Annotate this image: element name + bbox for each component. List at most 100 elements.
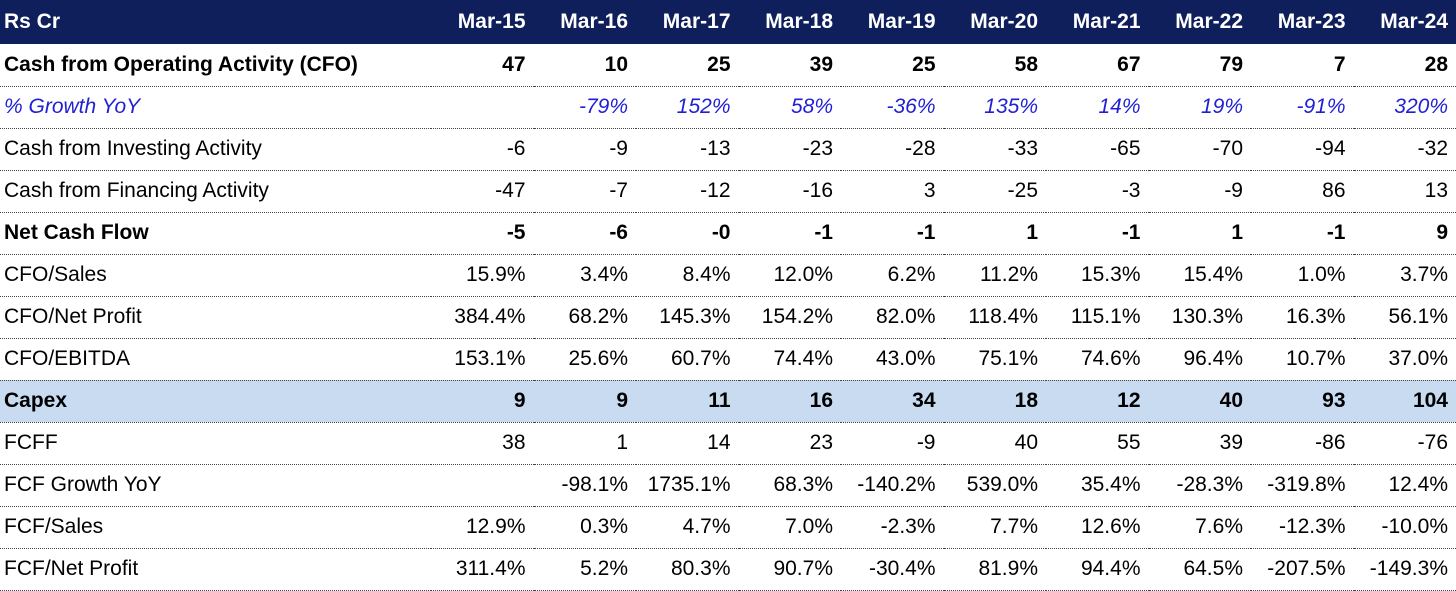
- cell: [431, 464, 534, 506]
- cell: -1: [739, 212, 842, 254]
- cell: 104: [1354, 380, 1456, 422]
- cell: -207.5%: [1251, 548, 1354, 590]
- header-year: Mar-19: [841, 0, 944, 44]
- row-label: FCF/Sales: [0, 506, 431, 548]
- cell: -1: [1046, 212, 1149, 254]
- row-label: % Growth YoY: [0, 86, 431, 128]
- cell: 81.9%: [944, 548, 1047, 590]
- row-label: Cash from Investing Activity: [0, 128, 431, 170]
- row-label: CFO/Sales: [0, 254, 431, 296]
- cell: 7: [1251, 44, 1354, 86]
- cell: 16.3%: [1251, 296, 1354, 338]
- cell: 1: [944, 212, 1047, 254]
- cell: -7: [534, 170, 637, 212]
- cell: -94: [1251, 128, 1354, 170]
- cell: 74.4%: [739, 338, 842, 380]
- cell: 12.9%: [431, 506, 534, 548]
- row-net-cash-flow: Net Cash Flow -5 -6 -0 -1 -1 1 -1 1 -1 9: [0, 212, 1456, 254]
- cell: 6.2%: [841, 254, 944, 296]
- cell: -10.0%: [1354, 506, 1456, 548]
- cell: 64.5%: [1149, 548, 1252, 590]
- cell: 311.4%: [431, 548, 534, 590]
- cell: 82.0%: [841, 296, 944, 338]
- cell: -13: [636, 128, 739, 170]
- cell: 90.7%: [739, 548, 842, 590]
- cell: 23: [739, 422, 842, 464]
- row-label: FCFF: [0, 422, 431, 464]
- cell: 86: [1251, 170, 1354, 212]
- cell: 10.7%: [1251, 338, 1354, 380]
- header-year: Mar-15: [431, 0, 534, 44]
- cell: 18: [944, 380, 1047, 422]
- cell: -9: [841, 422, 944, 464]
- cell: -1: [1251, 212, 1354, 254]
- cell: 67: [1046, 44, 1149, 86]
- row-cfo-ebitda: CFO/EBITDA 153.1% 25.6% 60.7% 74.4% 43.0…: [0, 338, 1456, 380]
- cell: 15.9%: [431, 254, 534, 296]
- cell: -30.4%: [841, 548, 944, 590]
- cell: 1735.1%: [636, 464, 739, 506]
- cell: -9: [1149, 170, 1252, 212]
- cell: 153.1%: [431, 338, 534, 380]
- cell: 12.4%: [1354, 464, 1456, 506]
- row-cfo: Cash from Operating Activity (CFO) 47 10…: [0, 44, 1456, 86]
- cell: 9: [431, 380, 534, 422]
- cell: 11.2%: [944, 254, 1047, 296]
- cell: 115.1%: [1046, 296, 1149, 338]
- cell: 75.1%: [944, 338, 1047, 380]
- cell: -149.3%: [1354, 548, 1456, 590]
- cell: -12: [636, 170, 739, 212]
- cell: 320%: [1354, 86, 1456, 128]
- row-label: Net Cash Flow: [0, 212, 431, 254]
- cell: 7.7%: [944, 506, 1047, 548]
- cell: 4.7%: [636, 506, 739, 548]
- cell: 94.4%: [1046, 548, 1149, 590]
- cell: -86: [1251, 422, 1354, 464]
- header-year: Mar-23: [1251, 0, 1354, 44]
- cell: 74.6%: [1046, 338, 1149, 380]
- cell: 34: [841, 380, 944, 422]
- cell: -28: [841, 128, 944, 170]
- cell: 145.3%: [636, 296, 739, 338]
- cell: 539.0%: [944, 464, 1047, 506]
- cell: 25.6%: [534, 338, 637, 380]
- cell: 35.4%: [1046, 464, 1149, 506]
- cell: -91%: [1251, 86, 1354, 128]
- header-year: Mar-22: [1149, 0, 1252, 44]
- cell: 9: [1354, 212, 1456, 254]
- cell: 7.0%: [739, 506, 842, 548]
- row-financing: Cash from Financing Activity -47 -7 -12 …: [0, 170, 1456, 212]
- cell: 11: [636, 380, 739, 422]
- cell: 56.1%: [1354, 296, 1456, 338]
- row-fcf-growth: FCF Growth YoY -98.1% 1735.1% 68.3% -140…: [0, 464, 1456, 506]
- cell: 1.0%: [1251, 254, 1354, 296]
- row-cfo-net-profit: CFO/Net Profit 384.4% 68.2% 145.3% 154.2…: [0, 296, 1456, 338]
- cell: 8.4%: [636, 254, 739, 296]
- cell: 93: [1251, 380, 1354, 422]
- row-label: Cash from Operating Activity (CFO): [0, 44, 431, 86]
- cell: -3: [1046, 170, 1149, 212]
- cell: 3: [841, 170, 944, 212]
- cell: 37.0%: [1354, 338, 1456, 380]
- row-fcf-sales: FCF/Sales 12.9% 0.3% 4.7% 7.0% -2.3% 7.7…: [0, 506, 1456, 548]
- cell: 384.4%: [431, 296, 534, 338]
- cell: 154.2%: [739, 296, 842, 338]
- cell: 25: [636, 44, 739, 86]
- header-year: Mar-16: [534, 0, 637, 44]
- cell: 15.3%: [1046, 254, 1149, 296]
- cell: 58%: [739, 86, 842, 128]
- cell: 9: [534, 380, 637, 422]
- cell: -32: [1354, 128, 1456, 170]
- cell: 14%: [1046, 86, 1149, 128]
- row-label: CFO/Net Profit: [0, 296, 431, 338]
- cell: 12.0%: [739, 254, 842, 296]
- cell: 3.7%: [1354, 254, 1456, 296]
- row-fcf-net-profit: FCF/Net Profit 311.4% 5.2% 80.3% 90.7% -…: [0, 548, 1456, 590]
- cell: 10: [534, 44, 637, 86]
- cell: 152%: [636, 86, 739, 128]
- row-capex: Capex 9 9 11 16 34 18 12 40 93 104: [0, 380, 1456, 422]
- cell: 55: [1046, 422, 1149, 464]
- cell: -2.3%: [841, 506, 944, 548]
- cell: 68.3%: [739, 464, 842, 506]
